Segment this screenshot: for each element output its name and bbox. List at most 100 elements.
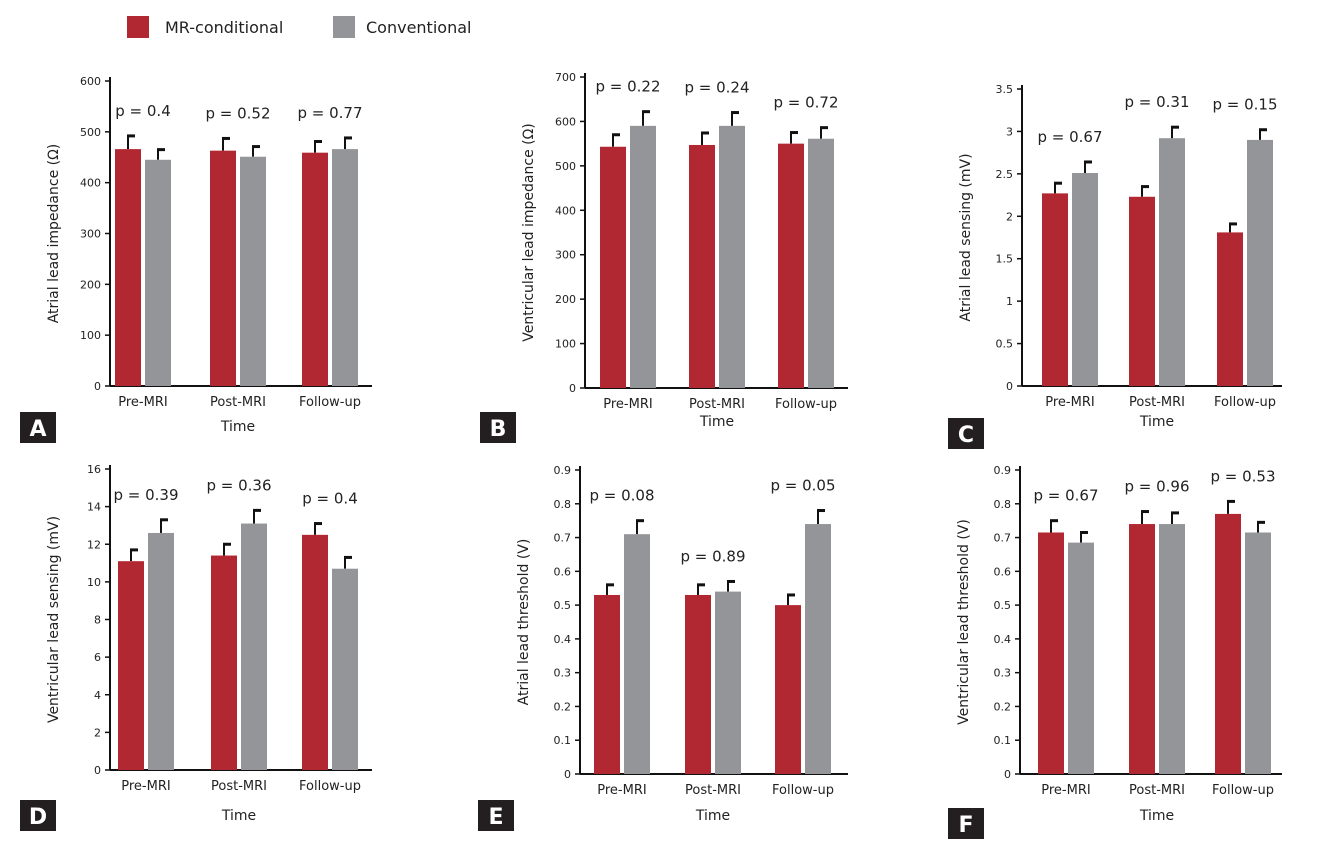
y-tick-label: 0.1 [554,734,572,747]
y-tick-label: 0.8 [994,498,1012,511]
p-value-label: p = 0.77 [297,104,362,122]
x-tick-label: Follow-up [299,395,361,410]
x-tick-label: Pre-MRI [603,397,652,412]
x-axis-label: Time [1139,808,1174,824]
legend-swatch-mr-conditional [127,16,149,38]
panel-letter: E [488,805,503,830]
bar-mr-conditional [118,561,144,770]
panel-letter-box [20,412,56,443]
p-value-label: p = 0.05 [770,477,835,495]
y-tick-label: 16 [87,463,101,476]
panel-letter: A [29,417,46,442]
x-tick-label: Pre-MRI [597,783,646,798]
y-tick-label: 4 [94,689,101,702]
x-tick-label: Post-MRI [689,397,745,412]
y-tick-label: 12 [87,538,101,551]
y-axis-label: Ventricular lead threshold (V) [956,519,972,725]
y-tick-label: 0.6 [994,565,1012,578]
y-tick-label: 0 [94,764,101,777]
x-tick-label: Post-MRI [685,783,741,798]
bar-conventional [1068,542,1094,774]
bar-conventional [145,159,171,386]
y-tick-label: 10 [87,576,101,589]
y-tick-label: 300 [80,228,101,241]
bar-conventional [148,532,174,770]
bar-mr-conditional [210,150,236,386]
y-axis-label: Atrial lead sensing (mV) [958,153,974,321]
p-value-label: p = 0.39 [113,486,178,504]
y-tick-label: 0.4 [554,633,572,646]
bar-mr-conditional [600,146,626,388]
y-tick-label: 6 [94,651,101,664]
y-tick-label: 300 [555,249,576,262]
bar-conventional [1159,524,1185,774]
y-tick-label: 0.7 [554,532,572,545]
p-value-label: p = 0.67 [1037,128,1102,146]
bar-mr-conditional [685,594,711,774]
y-tick-label: 0 [569,382,576,395]
y-tick-label: 0.3 [994,667,1012,680]
bar-conventional [719,125,745,388]
y-tick-label: 0.8 [554,498,572,511]
legend-label-conventional: Conventional [366,18,471,37]
y-tick-label: 0.5 [996,338,1014,351]
y-tick-label: 2.5 [996,168,1014,181]
y-tick-label: 600 [555,115,576,128]
bar-conventional [715,591,741,774]
panel-c: 0 0.5 1 1.5 2 2.5 3 3.5 Atrial lead sensing (mV)… [948,83,1282,449]
bar-conventional [332,568,358,770]
y-axis-label: Ventricular lead impedance (Ω) [521,123,537,342]
x-axis-label: Time [695,808,730,824]
y-tick-label: 0.1 [994,734,1012,747]
y-tick-label: 3.5 [996,83,1014,96]
x-tick-label: Follow-up [1214,395,1276,410]
y-tick-label: 500 [80,126,101,139]
p-value-label: p = 0.4 [302,490,357,508]
panel-letter-box [948,418,984,449]
y-tick-label: 200 [80,278,101,291]
panel-letter: C [958,423,974,448]
y-tick-label: 14 [87,501,101,514]
bar-mr-conditional [1129,524,1155,774]
bar-mr-conditional [1038,532,1064,774]
p-value-label: p = 0.36 [206,476,271,494]
y-tick-label: 0.5 [554,599,572,612]
panel-letter-box [948,808,984,839]
y-tick-label: 500 [555,160,576,173]
y-tick-label: 0.2 [554,700,572,713]
legend: MR-conditional Conventional [127,16,471,38]
p-value-label: p = 0.72 [773,94,838,112]
bar-mr-conditional [1042,193,1068,386]
panel-letter: D [29,805,47,830]
x-tick-label: Post-MRI [210,395,266,410]
panel-b: 0 100 200 300 400 500 600 700 Ventricular lead i… [480,71,848,443]
x-axis-label: Time [699,414,734,430]
panel-e: 0 0.1 0.2 0.3 0.4 0.5 0.6 0.7 0.8 0.9 Atrial lead … [478,464,848,831]
bar-conventional [1245,532,1271,774]
bar-conventional [1072,173,1098,386]
bar-mr-conditional [775,605,801,774]
x-axis-label: Time [220,419,255,435]
bar-conventional [332,149,358,386]
bar-mr-conditional [1215,513,1241,774]
y-tick-label: 0 [564,768,571,781]
x-tick-label: Follow-up [772,783,834,798]
y-tick-label: 3 [1006,125,1013,138]
x-tick-label: Follow-up [299,779,361,794]
legend-swatch-conventional [333,16,355,38]
p-value-label: p = 0.24 [684,79,749,97]
legend-label-mr-conditional: MR-conditional [165,18,283,37]
y-tick-label: 0 [94,380,101,393]
y-tick-label: 0.7 [994,532,1012,545]
y-axis-label: Ventricular lead sensing (mV) [46,516,62,723]
y-tick-label: 1 [1006,295,1013,308]
y-tick-label: 0.9 [554,464,572,477]
y-tick-label: 8 [94,614,101,627]
p-value-label: p = 0.22 [595,78,660,96]
x-tick-label: Pre-MRI [121,779,170,794]
y-tick-label: 0.3 [554,667,572,680]
x-tick-label: Post-MRI [1129,395,1185,410]
x-tick-label: Pre-MRI [118,395,167,410]
y-tick-label: 400 [555,204,576,217]
panel-letter: F [958,813,973,838]
